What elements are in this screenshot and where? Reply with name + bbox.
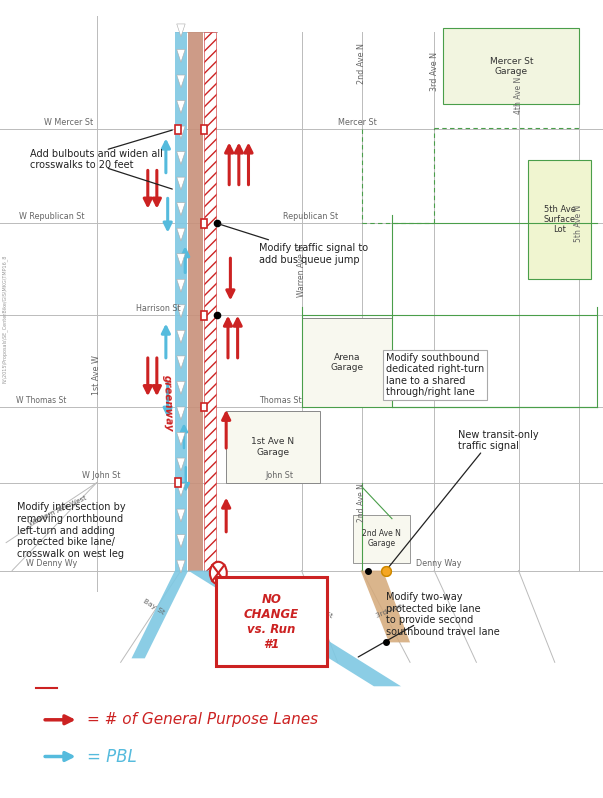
Polygon shape: [177, 254, 185, 267]
Text: W Thomas St: W Thomas St: [16, 396, 66, 405]
Polygon shape: [177, 228, 185, 241]
Bar: [201, 124, 207, 133]
Polygon shape: [177, 49, 185, 62]
Polygon shape: [177, 381, 185, 394]
Polygon shape: [177, 152, 185, 164]
Text: Modify southbound
dedicated right-turn
lane to a shared
through/right lane: Modify southbound dedicated right-turn l…: [386, 353, 484, 397]
Text: Modify traffic signal to
add bus queue jump: Modify traffic signal to add bus queue j…: [219, 224, 368, 265]
Bar: [302, 318, 392, 407]
Polygon shape: [177, 24, 185, 37]
Text: 5th Ave
Surface
Lot: 5th Ave Surface Lot: [543, 204, 576, 235]
Bar: [188, 32, 203, 571]
Bar: [175, 478, 182, 487]
Text: 2nd Ave N: 2nd Ave N: [358, 484, 367, 522]
Text: John St: John St: [265, 472, 294, 480]
Polygon shape: [177, 305, 185, 318]
Text: 4th Ave N: 4th Ave N: [514, 77, 523, 114]
Polygon shape: [177, 203, 185, 215]
Polygon shape: [177, 101, 185, 113]
Text: 5th Ave N: 5th Ave N: [575, 205, 583, 242]
Text: Harrison St: Harrison St: [136, 304, 180, 313]
Text: Modify two-way
protected bike lane
to provide second
southbound travel lane: Modify two-way protected bike lane to pr…: [386, 592, 500, 637]
Polygon shape: [177, 330, 185, 343]
Polygon shape: [177, 126, 185, 139]
Polygon shape: [177, 509, 185, 522]
Text: Thomas St: Thomas St: [259, 396, 302, 405]
Polygon shape: [177, 356, 185, 369]
Text: NO
CHANGE
vs. Run
#1: NO CHANGE vs. Run #1: [244, 593, 299, 650]
Text: 2nd Ave N: 2nd Ave N: [358, 43, 367, 85]
Polygon shape: [188, 571, 401, 686]
Polygon shape: [177, 279, 185, 292]
Bar: [175, 124, 182, 133]
Text: N:\2015\Proposals\SE_CenterBike/GIS\MKG\TMP16_8: N:\2015\Proposals\SE_CenterBike/GIS\MKG\…: [2, 255, 8, 383]
Text: Denny Way: Denny Way: [416, 559, 461, 568]
Polygon shape: [177, 560, 185, 573]
Polygon shape: [177, 484, 185, 496]
Text: Eagle St: Eagle St: [303, 602, 333, 619]
Bar: [226, 411, 320, 483]
Bar: [201, 310, 207, 319]
Bar: [201, 403, 207, 412]
Text: = PBL: = PBL: [87, 748, 137, 765]
Polygon shape: [131, 571, 188, 658]
Polygon shape: [177, 458, 185, 471]
Polygon shape: [177, 177, 185, 190]
FancyBboxPatch shape: [216, 577, 327, 666]
Text: Modify intersection by
removing northbound
left-turn and adding
protected bike l: Modify intersection by removing northbou…: [17, 503, 125, 559]
Text: W John St: W John St: [82, 472, 121, 480]
Text: Western Ave West: Western Ave West: [28, 495, 87, 527]
Text: Mercer St: Mercer St: [338, 118, 376, 127]
Text: = # of General Purpose Lanes: = # of General Purpose Lanes: [87, 713, 318, 727]
Bar: [353, 515, 410, 563]
Text: New transit-only
traffic signal: New transit-only traffic signal: [458, 429, 539, 452]
Bar: [175, 32, 187, 571]
Text: 3rd Ave N: 3rd Ave N: [430, 53, 438, 91]
Text: 1st Ave W: 1st Ave W: [92, 355, 101, 395]
Text: 1st Ave N
Garage: 1st Ave N Garage: [251, 437, 294, 456]
Text: 2nd Ave N
Garage: 2nd Ave N Garage: [362, 529, 401, 548]
Text: W Republican St: W Republican St: [19, 212, 84, 221]
Polygon shape: [177, 535, 185, 547]
Bar: [204, 32, 216, 571]
Polygon shape: [177, 407, 185, 420]
Polygon shape: [177, 433, 185, 445]
Text: W Mercer St: W Mercer St: [45, 118, 93, 127]
Polygon shape: [361, 571, 410, 642]
Text: Add bulbouts and widen all
crosswalks to 20 feet: Add bulbouts and widen all crosswalks to…: [30, 148, 163, 171]
Text: Arena
Garage: Arena Garage: [330, 353, 364, 372]
Text: 1st Ave: 1st Ave: [225, 598, 251, 615]
Circle shape: [210, 562, 227, 584]
Text: Republican St: Republican St: [283, 212, 338, 221]
Text: greenway: greenway: [162, 374, 174, 432]
Text: Warren Ave N: Warren Ave N: [297, 245, 306, 298]
Bar: [443, 28, 579, 104]
Bar: [528, 160, 591, 279]
Bar: [201, 219, 207, 228]
Text: W Denny Wy: W Denny Wy: [26, 559, 77, 568]
Text: 3rd Ave: 3rd Ave: [375, 602, 403, 618]
Text: Bay St: Bay St: [142, 598, 166, 615]
Text: Mercer St
Garage: Mercer St Garage: [490, 57, 533, 76]
Polygon shape: [177, 75, 185, 88]
